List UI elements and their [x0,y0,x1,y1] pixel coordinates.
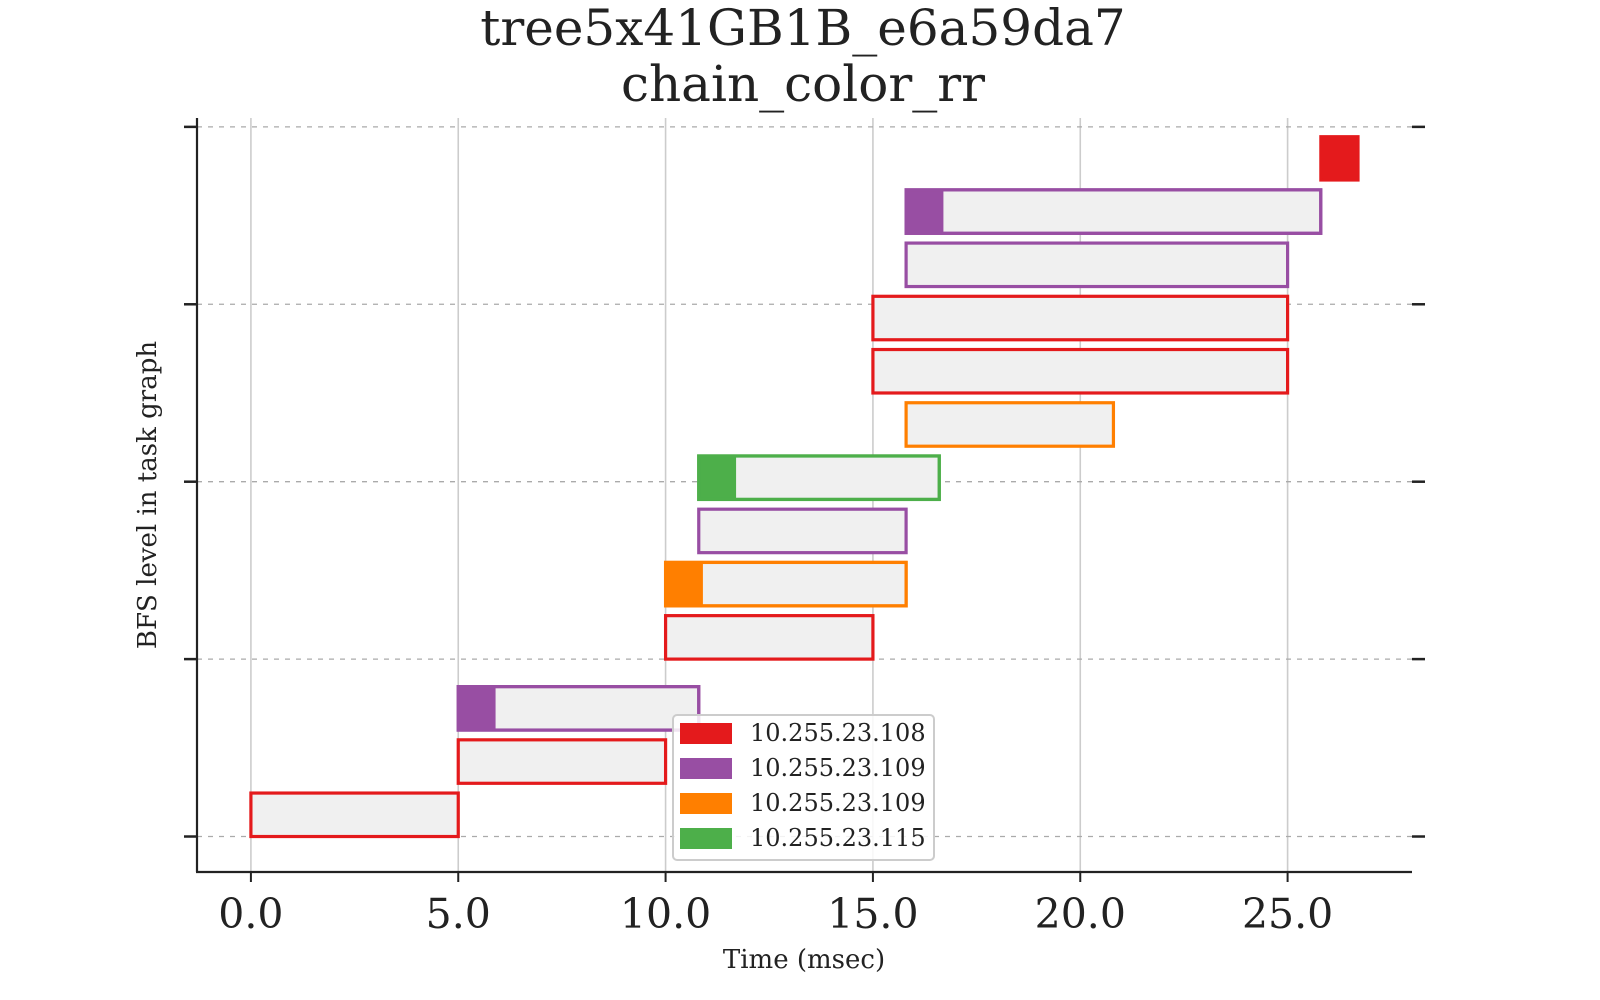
legend-swatch [680,793,732,814]
task-bar [249,791,460,839]
task-bar [871,347,1290,395]
x-tick-label: 10.0 [620,890,711,938]
legend-swatch [680,758,732,779]
x-tick-label: 5.0 [426,890,491,938]
task-bar-outline [456,685,701,732]
legend-label: 10.255.23.115 [750,824,926,852]
legend: 10.255.23.108 10.255.23.109 10.255.23.109 1… [672,714,935,861]
x-tick-label: 20.0 [1035,890,1126,938]
task-bar-outline [904,188,1323,235]
task-bar [1319,135,1360,182]
task-bar [904,241,1290,289]
x-tick-label: 0.0 [218,890,283,938]
legend-box [672,714,935,861]
chart-title-line-1: tree5x41GB1B_e6a59da7 [480,0,1126,57]
task-bar [697,507,908,555]
x-axis-label: Time (msec) [723,945,885,975]
axis-ticks: 0.0 5.0 10.0 15.0 20.0 25.0 [184,125,1425,938]
chart-title-line-2: chain_color_rr [621,55,985,113]
task-bar [904,188,1323,235]
legend-swatch [680,723,732,744]
task-bar-outline [697,454,941,502]
task-bar-outline [663,560,908,608]
legend-swatch [680,828,732,849]
legend-label: 10.255.23.108 [750,719,926,747]
y-axis-label: BFS level in task graph [133,341,163,649]
task-bar-head [665,562,703,606]
task-bar [663,614,875,661]
task-bar-head [458,686,496,731]
x-tick-label: 15.0 [827,890,918,938]
task-bar-head [906,189,944,234]
task-bars [249,135,1360,839]
x-tick-label: 25.0 [1242,890,1333,938]
legend-label: 10.255.23.109 [750,754,926,782]
legend-label: 10.255.23.109 [750,789,926,817]
task-bar [456,738,668,785]
task-bar-head [698,455,737,500]
task-bar [904,401,1116,448]
task-bar [871,294,1290,342]
